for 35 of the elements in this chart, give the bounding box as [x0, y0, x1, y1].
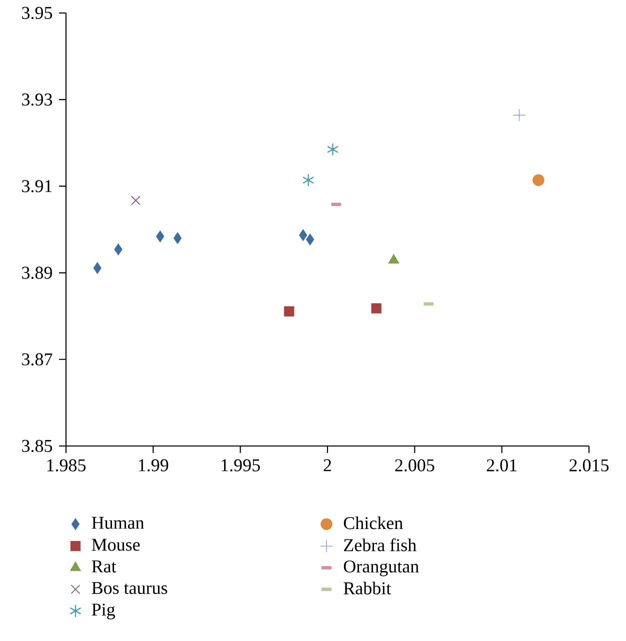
x-tick-label: 1.985: [47, 459, 86, 472]
y-tick-label: 3.95: [22, 6, 52, 20]
point: [299, 229, 308, 241]
point: [93, 262, 102, 274]
point: [306, 234, 314, 246]
x-tick-label: 2.015: [570, 459, 609, 472]
point: [156, 230, 164, 242]
point: [388, 254, 400, 264]
y-tick-label: 3.85: [22, 440, 52, 452]
x-tick-label: 2.01: [486, 459, 517, 472]
x-tick-label: 2.005: [395, 459, 434, 472]
point: [284, 306, 294, 316]
point: [302, 174, 314, 187]
y-tick-label: 3.93: [22, 94, 52, 106]
legend-label: Human: [92, 516, 144, 529]
point: [327, 142, 338, 156]
legend-label: Mouse: [92, 538, 140, 551]
legend-label: Zebra fish: [344, 538, 416, 552]
x-tick-label: 1.99: [139, 459, 168, 472]
y-tick-label: 3.87: [22, 353, 52, 366]
legend-label: Rat: [92, 560, 116, 572]
x-tick-label: 1.995: [222, 459, 260, 472]
legend-label: Pig: [92, 604, 115, 620]
legend-label: Rabbit: [344, 582, 392, 594]
legend-label: Chicken: [344, 516, 403, 530]
point: [131, 196, 140, 206]
legend-label: Orangutan: [344, 560, 419, 576]
point: [114, 244, 122, 256]
y-tick-label: 3.91: [22, 180, 52, 192]
x-tick-label: 2: [324, 459, 332, 472]
legend-label: Bos taurus: [92, 582, 168, 594]
y-tick-label: 3.89: [22, 266, 52, 279]
point: [532, 174, 544, 186]
point: [512, 108, 526, 122]
point: [371, 303, 382, 314]
